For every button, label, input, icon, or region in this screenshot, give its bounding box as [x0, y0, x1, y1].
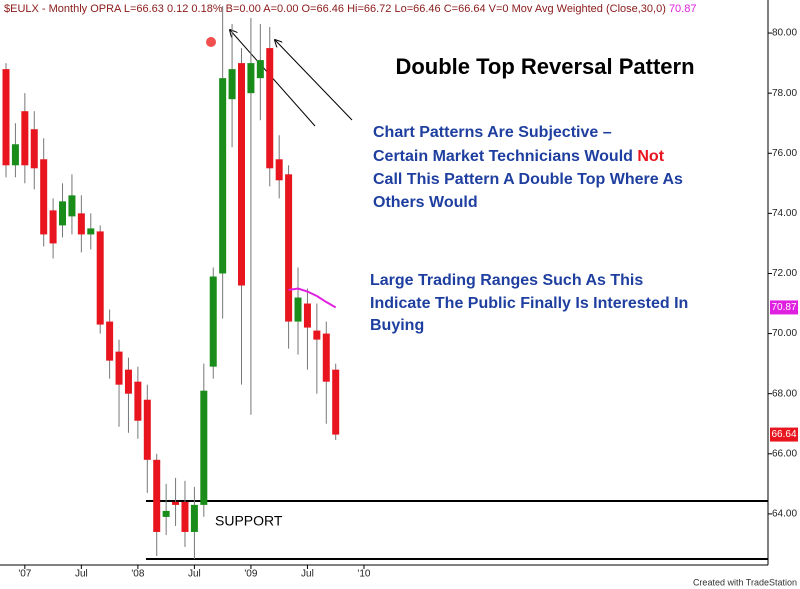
candle-body — [266, 48, 274, 169]
candle-body — [294, 297, 302, 322]
candle-body — [77, 213, 85, 235]
y-tick-label: 72.00 — [772, 268, 797, 279]
candle-body — [238, 63, 245, 286]
x-tick-label: Jul — [301, 569, 314, 580]
candle-body — [275, 159, 283, 181]
x-tick-label: '07 — [18, 569, 31, 580]
candle-body — [49, 210, 57, 244]
candle-body — [106, 321, 114, 361]
arrow — [275, 40, 353, 121]
candle-body — [256, 60, 264, 79]
annotation-line: Chart Patterns Are Subjective – — [373, 124, 612, 141]
candle-body — [143, 399, 151, 460]
moving-average — [288, 287, 337, 309]
candle-body — [181, 501, 189, 532]
plot-area — [0, 0, 768, 565]
candle-body — [190, 504, 198, 532]
price-box — [770, 300, 798, 315]
y-tick-label: 74.00 — [772, 208, 797, 219]
candle-body — [59, 201, 67, 226]
y-tick-label: 66.00 — [772, 448, 797, 459]
candle-body — [322, 333, 330, 382]
y-tick-label: 68.00 — [772, 388, 797, 399]
y-tick-label: 78.00 — [772, 88, 797, 99]
candle-body — [87, 228, 95, 235]
candle-body — [162, 510, 170, 517]
annotation-line: Indicate The Public Finally Is Intereste… — [370, 295, 688, 312]
candle-body — [228, 69, 236, 100]
candle-body — [2, 69, 10, 166]
candle-body — [285, 174, 293, 322]
candle-body — [303, 303, 311, 328]
chart-title: Double Top Reversal Pattern — [395, 54, 694, 79]
price-box-label: 70.87 — [771, 302, 796, 313]
support-label: SUPPORT — [215, 513, 283, 529]
x-tick-label: '08 — [131, 569, 144, 580]
y-tick-label: 76.00 — [772, 148, 797, 159]
annotation-text: Certain Market Technicians Would — [373, 148, 633, 165]
candle-body — [124, 369, 132, 394]
candle-body — [209, 276, 217, 367]
x-tick-label: Jul — [75, 569, 88, 580]
candle-body — [200, 390, 208, 505]
annotation-line: Call This Pattern A Double Top Where As — [373, 171, 683, 188]
y-tick-label: 70.00 — [772, 328, 797, 339]
candle-body — [134, 381, 142, 421]
y-tick-label: 80.00 — [772, 28, 797, 39]
peak-marker — [206, 37, 216, 47]
candle-body — [153, 459, 161, 532]
candle-body — [40, 159, 48, 235]
header-value: 70.87 — [669, 3, 697, 15]
candle-body — [219, 78, 227, 274]
candle-body — [21, 111, 29, 166]
candle-body — [313, 330, 321, 340]
annotation-line: Others Would — [373, 194, 478, 211]
header-text: $EULX - Monthly OPRA L=66.63 0.12 0.18% … — [4, 3, 666, 15]
annotation-emphasis: Not — [637, 148, 664, 165]
footer: Created with TradeStation — [693, 577, 797, 587]
candle-body — [11, 144, 19, 166]
annotation-line: Large Trading Ranges Such As This — [370, 272, 643, 289]
x-tick-label: Jul — [188, 569, 201, 580]
y-tick-label: 64.00 — [772, 509, 797, 520]
candle-body — [247, 63, 255, 94]
annotation-line: Certain Market Technicians Would Not — [373, 148, 665, 165]
price-box — [770, 427, 798, 442]
x-tick-label: '10 — [357, 569, 370, 580]
candle-body — [332, 369, 340, 435]
x-tick-label: '09 — [244, 569, 257, 580]
price-box-label: 66.64 — [771, 429, 796, 440]
candle-body — [115, 351, 123, 385]
candle-body — [172, 501, 180, 505]
candle-body — [96, 231, 104, 325]
header: $EULX - Monthly OPRA L=66.63 0.12 0.18% … — [4, 3, 696, 15]
candle-body — [68, 195, 76, 217]
annotation-line: Buying — [370, 317, 424, 334]
candle-body — [30, 129, 38, 169]
